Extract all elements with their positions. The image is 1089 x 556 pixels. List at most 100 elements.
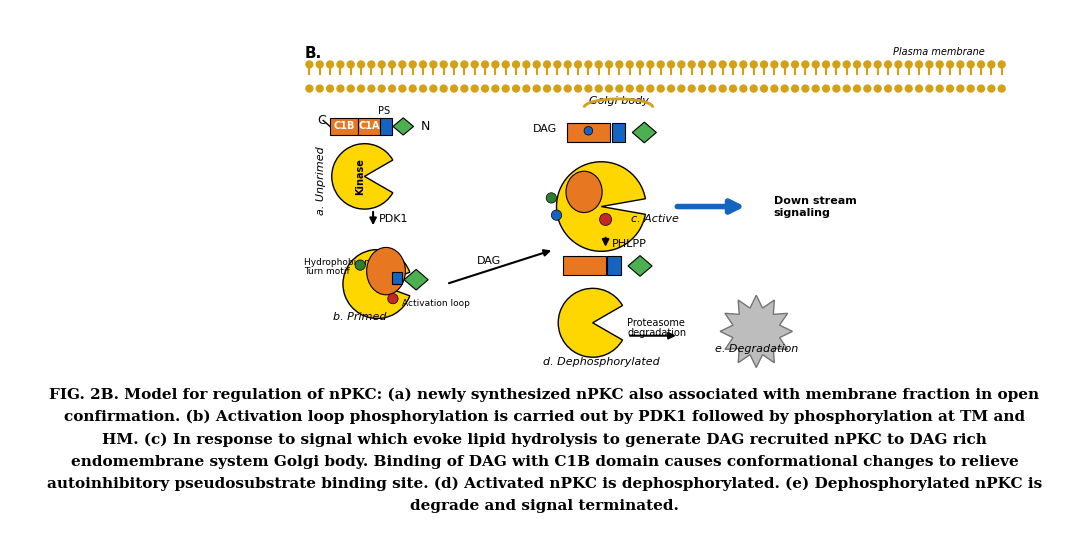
Circle shape bbox=[802, 61, 809, 68]
Circle shape bbox=[678, 85, 685, 92]
Circle shape bbox=[854, 85, 860, 92]
Circle shape bbox=[492, 85, 499, 92]
Circle shape bbox=[575, 61, 582, 68]
FancyBboxPatch shape bbox=[357, 118, 382, 135]
Circle shape bbox=[347, 61, 354, 68]
Circle shape bbox=[554, 61, 561, 68]
Circle shape bbox=[647, 85, 653, 92]
Circle shape bbox=[357, 85, 365, 92]
Circle shape bbox=[523, 85, 530, 92]
Circle shape bbox=[905, 85, 913, 92]
Circle shape bbox=[481, 85, 489, 92]
Circle shape bbox=[988, 85, 995, 92]
Circle shape bbox=[999, 61, 1005, 68]
Circle shape bbox=[946, 61, 954, 68]
Circle shape bbox=[771, 61, 778, 68]
Circle shape bbox=[368, 85, 375, 92]
Text: autoinhibitory pseudosubstrate binding site. (d) Activated nPKC is dephosphoryla: autoinhibitory pseudosubstrate binding s… bbox=[47, 477, 1042, 492]
Circle shape bbox=[658, 61, 664, 68]
Circle shape bbox=[409, 85, 416, 92]
Circle shape bbox=[957, 61, 964, 68]
Text: Kinase: Kinase bbox=[355, 158, 365, 195]
Text: d. Dephosphorylated: d. Dephosphorylated bbox=[543, 356, 660, 366]
Circle shape bbox=[895, 61, 902, 68]
Circle shape bbox=[781, 85, 788, 92]
Circle shape bbox=[605, 85, 612, 92]
Text: PS: PS bbox=[378, 106, 390, 116]
Circle shape bbox=[822, 61, 830, 68]
Circle shape bbox=[585, 85, 591, 92]
Polygon shape bbox=[393, 118, 414, 135]
Circle shape bbox=[937, 85, 943, 92]
Circle shape bbox=[668, 85, 674, 92]
Text: HM. (c) In response to signal which evoke lipid hydrolysis to generate DAG recru: HM. (c) In response to signal which evok… bbox=[102, 432, 987, 446]
Circle shape bbox=[543, 85, 550, 92]
FancyBboxPatch shape bbox=[612, 123, 625, 142]
FancyBboxPatch shape bbox=[330, 118, 357, 135]
Circle shape bbox=[771, 85, 778, 92]
Circle shape bbox=[937, 61, 943, 68]
Polygon shape bbox=[633, 122, 657, 143]
Circle shape bbox=[461, 85, 468, 92]
Circle shape bbox=[554, 85, 561, 92]
Circle shape bbox=[688, 61, 695, 68]
Circle shape bbox=[575, 85, 582, 92]
Circle shape bbox=[719, 61, 726, 68]
Text: DAG: DAG bbox=[533, 124, 556, 134]
Circle shape bbox=[709, 61, 715, 68]
Circle shape bbox=[596, 85, 602, 92]
Circle shape bbox=[833, 85, 840, 92]
Circle shape bbox=[564, 61, 571, 68]
FancyBboxPatch shape bbox=[380, 118, 392, 135]
Circle shape bbox=[833, 61, 840, 68]
Circle shape bbox=[895, 85, 902, 92]
Circle shape bbox=[637, 85, 644, 92]
Circle shape bbox=[316, 85, 323, 92]
Text: signaling: signaling bbox=[773, 207, 831, 217]
Circle shape bbox=[999, 85, 1005, 92]
Text: a. Unprimed: a. Unprimed bbox=[317, 146, 327, 215]
Circle shape bbox=[916, 85, 922, 92]
Circle shape bbox=[709, 85, 715, 92]
Circle shape bbox=[472, 85, 478, 92]
Circle shape bbox=[547, 193, 556, 203]
Text: e. Degradation: e. Degradation bbox=[714, 344, 798, 354]
Circle shape bbox=[306, 61, 313, 68]
Circle shape bbox=[668, 61, 674, 68]
Circle shape bbox=[843, 85, 851, 92]
Circle shape bbox=[409, 61, 416, 68]
Circle shape bbox=[585, 61, 591, 68]
Circle shape bbox=[730, 61, 736, 68]
Circle shape bbox=[957, 85, 964, 92]
Circle shape bbox=[978, 85, 984, 92]
Text: B.: B. bbox=[304, 46, 321, 61]
Circle shape bbox=[854, 61, 860, 68]
Polygon shape bbox=[628, 256, 652, 276]
Circle shape bbox=[399, 61, 406, 68]
Circle shape bbox=[534, 85, 540, 92]
Circle shape bbox=[564, 85, 571, 92]
Circle shape bbox=[792, 61, 798, 68]
Circle shape bbox=[916, 61, 922, 68]
Circle shape bbox=[946, 85, 954, 92]
Circle shape bbox=[698, 61, 706, 68]
Circle shape bbox=[884, 61, 892, 68]
Circle shape bbox=[513, 85, 519, 92]
Circle shape bbox=[864, 85, 871, 92]
Circle shape bbox=[481, 61, 489, 68]
Text: c. Active: c. Active bbox=[632, 215, 680, 225]
Text: DAG: DAG bbox=[477, 256, 501, 266]
Circle shape bbox=[760, 85, 768, 92]
Circle shape bbox=[440, 85, 448, 92]
Polygon shape bbox=[404, 270, 428, 290]
Text: C1A: C1A bbox=[359, 121, 380, 131]
Circle shape bbox=[719, 85, 726, 92]
Circle shape bbox=[440, 61, 448, 68]
Circle shape bbox=[688, 85, 695, 92]
Circle shape bbox=[389, 61, 395, 68]
Circle shape bbox=[812, 61, 819, 68]
Circle shape bbox=[327, 61, 333, 68]
Text: PDK1: PDK1 bbox=[379, 215, 408, 225]
Circle shape bbox=[874, 85, 881, 92]
Circle shape bbox=[637, 61, 644, 68]
